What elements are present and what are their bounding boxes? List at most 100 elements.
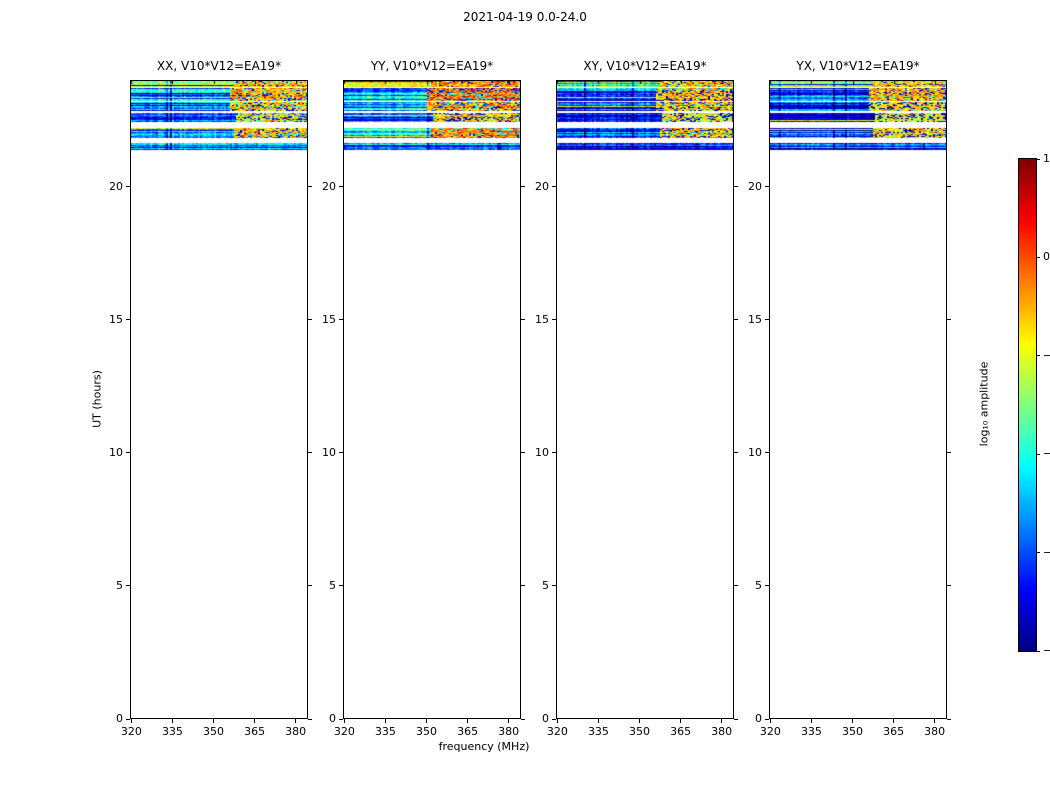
panel-xx: XX, V10*V12=EA19* 320 335 350 365 380 0 5 10 15 20 <box>109 59 312 738</box>
x-tick-label: 350 <box>416 725 438 738</box>
y-tick-left <box>765 186 769 187</box>
y-tick-label: 5 <box>329 578 336 592</box>
y-tick-left <box>552 718 556 720</box>
y-tick-right <box>308 452 312 454</box>
spectrogram-canvas-xy <box>556 80 734 719</box>
y-tick-left <box>126 319 130 321</box>
x-tick <box>171 719 173 723</box>
x-tick-label: 350 <box>203 725 225 738</box>
x-tick-label: 320 <box>120 725 142 738</box>
spectrogram-canvas-yx <box>769 80 947 719</box>
y-axis-label: UT (hours) <box>90 370 104 428</box>
colorbar-tick <box>1036 256 1040 258</box>
spectrogram-canvas-xx <box>130 80 308 719</box>
y-tick-right <box>521 452 525 454</box>
x-tick <box>721 719 723 723</box>
x-tick-label: 350 <box>629 725 651 738</box>
x-tick <box>384 719 386 723</box>
x-tick-label: 380 <box>498 725 520 738</box>
y-tick-label: 20 <box>535 179 549 193</box>
y-tick-label: 20 <box>322 179 336 193</box>
panel-title-yx: YX, V10*V12=EA19* <box>796 59 920 73</box>
y-tick-right <box>308 319 312 321</box>
colorbar-tick <box>1036 650 1040 652</box>
y-tick-left <box>552 585 556 587</box>
y-tick-left <box>126 186 130 187</box>
spectrogram-canvas-yy <box>343 80 521 719</box>
x-tick <box>893 719 895 723</box>
x-tick <box>769 719 771 723</box>
x-tick-label: 320 <box>759 725 781 738</box>
x-tick-label: 335 <box>587 725 609 738</box>
x-tick-label: 380 <box>285 725 307 738</box>
y-tick-right <box>521 718 525 720</box>
colorbar-tick <box>1036 453 1040 455</box>
x-tick <box>508 719 510 723</box>
y-tick-label: 20 <box>748 179 762 193</box>
x-tick <box>130 719 132 723</box>
colorbar-label: log₁₀ amplitude <box>977 361 991 447</box>
y-tick-right <box>521 319 525 321</box>
colorbar-tick <box>1036 158 1040 160</box>
x-tick <box>597 719 599 723</box>
y-tick-right <box>308 718 312 720</box>
y-tick-label: 5 <box>542 578 549 592</box>
y-tick-right <box>308 585 312 587</box>
y-tick-right <box>734 319 738 321</box>
panel-title-xx: XX, V10*V12=EA19* <box>156 59 282 73</box>
y-tick-right <box>521 186 525 187</box>
x-tick <box>680 719 682 723</box>
colorbar-tick-label: −3 <box>1043 545 1050 559</box>
y-tick-left <box>339 718 343 720</box>
colorbar-tick-label: 0 <box>1043 250 1050 264</box>
y-tick-left <box>126 585 130 587</box>
y-tick-right <box>734 452 738 454</box>
y-tick-left <box>126 452 130 454</box>
panel-title-yy: YY, V10*V12=EA19* <box>370 59 494 73</box>
y-tick-left <box>552 452 556 454</box>
x-tick <box>934 719 936 723</box>
x-tick-label: 350 <box>842 725 864 738</box>
panel-yx: YX, V10*V12=EA19* 320 335 350 365 380 0 5 10 15 20 <box>748 59 951 738</box>
x-tick <box>556 719 558 723</box>
x-tick-label: 380 <box>711 725 733 738</box>
y-tick-label: 10 <box>535 445 549 459</box>
y-tick-left <box>765 585 769 587</box>
colorbar-gradient <box>1019 159 1036 651</box>
colorbar: 1 0 −1 −2 −3 −4 <box>1018 152 1050 657</box>
y-tick-label: 10 <box>109 445 123 459</box>
x-tick-label: 335 <box>161 725 183 738</box>
x-tick-label: 365 <box>670 725 692 738</box>
y-tick-label: 20 <box>109 179 123 193</box>
x-tick <box>213 719 215 723</box>
x-tick-label: 335 <box>800 725 822 738</box>
y-tick-right <box>308 186 312 187</box>
colorbar-tick-label: 1 <box>1043 152 1050 165</box>
y-tick-left <box>339 585 343 587</box>
y-tick-label: 15 <box>535 312 549 326</box>
panel-xy: XY, V10*V12=EA19* 320 335 350 365 380 0 5 10 15 20 <box>535 59 738 738</box>
x-tick-label: 365 <box>457 725 479 738</box>
y-tick-label: 0 <box>329 712 336 725</box>
y-tick-left <box>765 718 769 720</box>
x-tick <box>639 719 641 723</box>
colorbar-tick-label: −4 <box>1043 644 1050 657</box>
x-axis-label: frequency (MHz) <box>438 740 530 753</box>
y-tick-label: 0 <box>542 712 549 725</box>
x-tick-label: 320 <box>546 725 568 738</box>
y-tick-label: 0 <box>755 712 762 725</box>
x-tick-label: 320 <box>333 725 355 738</box>
y-tick-right <box>947 585 951 587</box>
y-tick-left <box>765 319 769 321</box>
x-tick-label: 335 <box>374 725 396 738</box>
y-tick-label: 15 <box>748 312 762 326</box>
colorbar-tick-label: −2 <box>1043 447 1050 461</box>
y-tick-label: 5 <box>755 578 762 592</box>
colorbar-tick <box>1036 552 1040 554</box>
y-tick-right <box>947 319 951 321</box>
x-tick <box>254 719 256 723</box>
y-tick-right <box>734 186 738 187</box>
colorbar-tick <box>1036 355 1040 357</box>
y-tick-left <box>339 186 343 187</box>
